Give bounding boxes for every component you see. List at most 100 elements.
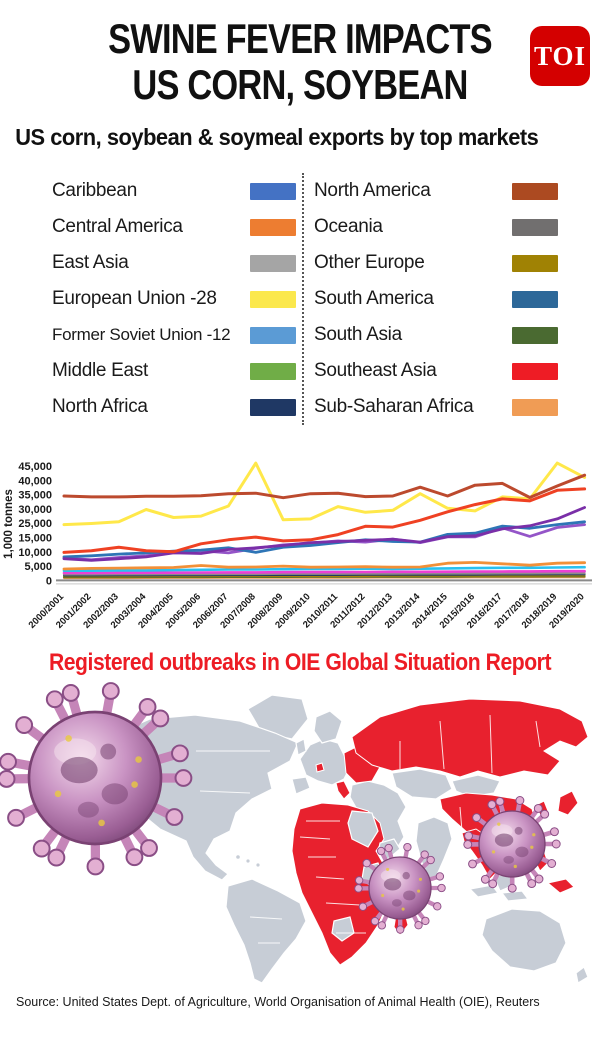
virus-spike-tip	[515, 796, 525, 806]
legend-swatch	[250, 362, 296, 380]
legend-swatch	[512, 326, 558, 344]
virus-spike-tip	[463, 840, 473, 850]
virus-blob	[402, 872, 410, 880]
virus-spike-tip	[414, 921, 423, 930]
y-axis-tick-label: 40,000	[18, 476, 52, 488]
legend-swatch	[512, 218, 558, 236]
virus-spike-tip	[370, 917, 380, 926]
legend-label: European Union -28	[52, 288, 217, 310]
region-northeast-africa	[347, 810, 379, 849]
virus-spike-tip	[101, 682, 120, 701]
swine-fever-virus-icon	[0, 682, 193, 876]
legend-item: Former Soviet Union -12	[52, 317, 296, 353]
y-axis-tick-label: 15,000	[18, 533, 52, 545]
chart-line-south-america	[62, 520, 586, 559]
region-central-asia	[391, 768, 453, 800]
line-chart-svg: 45,000 40,000 35,000 30,000 25,000 15,000 10,0…	[3, 461, 592, 631]
virus-spike-tip	[488, 879, 498, 889]
virus-spike-tip	[472, 813, 482, 823]
legend-label: Oceania	[314, 216, 383, 238]
virus-blob	[101, 783, 128, 805]
chart-legend: Caribbean Central America East Asia Europea…	[0, 173, 600, 426]
legend-swatch	[250, 254, 296, 272]
legend-label: South Asia	[314, 324, 402, 346]
virus-blob	[514, 827, 523, 836]
region-mongolia	[451, 774, 501, 798]
legend-swatch	[250, 398, 296, 416]
legend-item: Caribbean	[52, 173, 296, 209]
y-axis-tick-label: 45,000	[18, 461, 52, 473]
virus-spike-tip	[61, 684, 80, 703]
virus-fleck	[417, 889, 421, 894]
legend-swatch	[512, 290, 558, 308]
swine-fever-virus-icon	[463, 796, 561, 894]
virus-blob	[77, 802, 99, 818]
region-caribbean-island	[255, 862, 261, 869]
legend-swatch	[512, 398, 558, 416]
legend-swatch	[250, 218, 296, 236]
legend-label: Southeast Asia	[314, 360, 437, 382]
virus-spike-tip	[86, 857, 105, 876]
region-indonesia	[500, 890, 530, 903]
map-section-heading: Registered outbreaks in OIE Global Situa…	[48, 649, 552, 677]
legend-item: Sub-Saharan Africa	[314, 389, 558, 425]
y-axis-title: 1,000 tonnes	[3, 490, 15, 560]
country-borders	[196, 715, 541, 944]
legend-label: Other Europe	[314, 252, 425, 274]
virus-spike-tip	[174, 769, 193, 788]
chart-line-north-africa	[63, 573, 586, 577]
y-axis-tick-label: 25,000	[18, 519, 52, 531]
virus-fleck	[491, 850, 496, 854]
world-outbreak-map	[0, 682, 589, 985]
virus-fleck	[98, 819, 105, 827]
chart-subtitle: US corn, soybean & soymeal exports by to…	[15, 124, 539, 151]
virus-spike-tip	[377, 921, 387, 930]
virus-body	[368, 856, 432, 920]
legend-swatch	[512, 182, 558, 200]
legend-item: Oceania	[314, 209, 558, 245]
chart-line-caribbean	[62, 570, 586, 575]
virus-spike-tip	[32, 840, 51, 858]
region-australia	[481, 908, 567, 972]
region-caribbean-island	[245, 858, 251, 865]
virus-spike-tip	[437, 884, 446, 893]
legend-label: Central America	[52, 216, 183, 238]
legend-item: Southeast Asia	[314, 353, 558, 389]
region-caribbean-island	[235, 854, 242, 861]
virus-blob	[515, 847, 529, 858]
virus-spike-tip	[540, 810, 550, 820]
legend-item: South Asia	[314, 317, 558, 353]
virus-spike-tip	[384, 844, 393, 853]
legend-swatch	[512, 362, 558, 380]
virus-spike-tip	[480, 875, 490, 885]
legend-item: North America	[314, 173, 558, 209]
virus-spike-tip	[487, 800, 497, 810]
region-western-europe	[299, 738, 351, 787]
legend-column-right: North America Oceania Other Europe South Am…	[302, 173, 558, 426]
chart-line-east-asia	[62, 506, 586, 563]
toi-logo-text: TOI	[533, 40, 587, 71]
virus-spike-tip	[358, 902, 368, 912]
virus-fleck	[532, 833, 536, 837]
virus-fleck	[131, 781, 138, 789]
virus-spike-tip	[354, 876, 364, 885]
virus-fleck	[135, 756, 142, 764]
virus-spike-tip	[396, 925, 405, 935]
virus-spike-tip	[527, 879, 537, 889]
chart-line-central-america	[62, 561, 586, 571]
virus-blob	[60, 757, 98, 784]
virus-fleck	[54, 790, 62, 798]
virus-fleck	[418, 878, 423, 882]
virus-spike-tip	[0, 770, 16, 789]
virus-spike-tip	[140, 839, 158, 858]
legend-column-left: Caribbean Central America East Asia Europea…	[52, 173, 296, 425]
legend-item: North Africa	[52, 389, 296, 425]
virus-spike-tip	[426, 856, 435, 865]
virus-spike-tip	[7, 809, 25, 828]
virus-spike-tip	[171, 744, 189, 763]
region-japan-outbreak	[557, 790, 579, 816]
region-russia-outbreak	[351, 698, 589, 778]
virus-fleck	[65, 735, 72, 743]
virus-spike-tip	[403, 843, 412, 852]
